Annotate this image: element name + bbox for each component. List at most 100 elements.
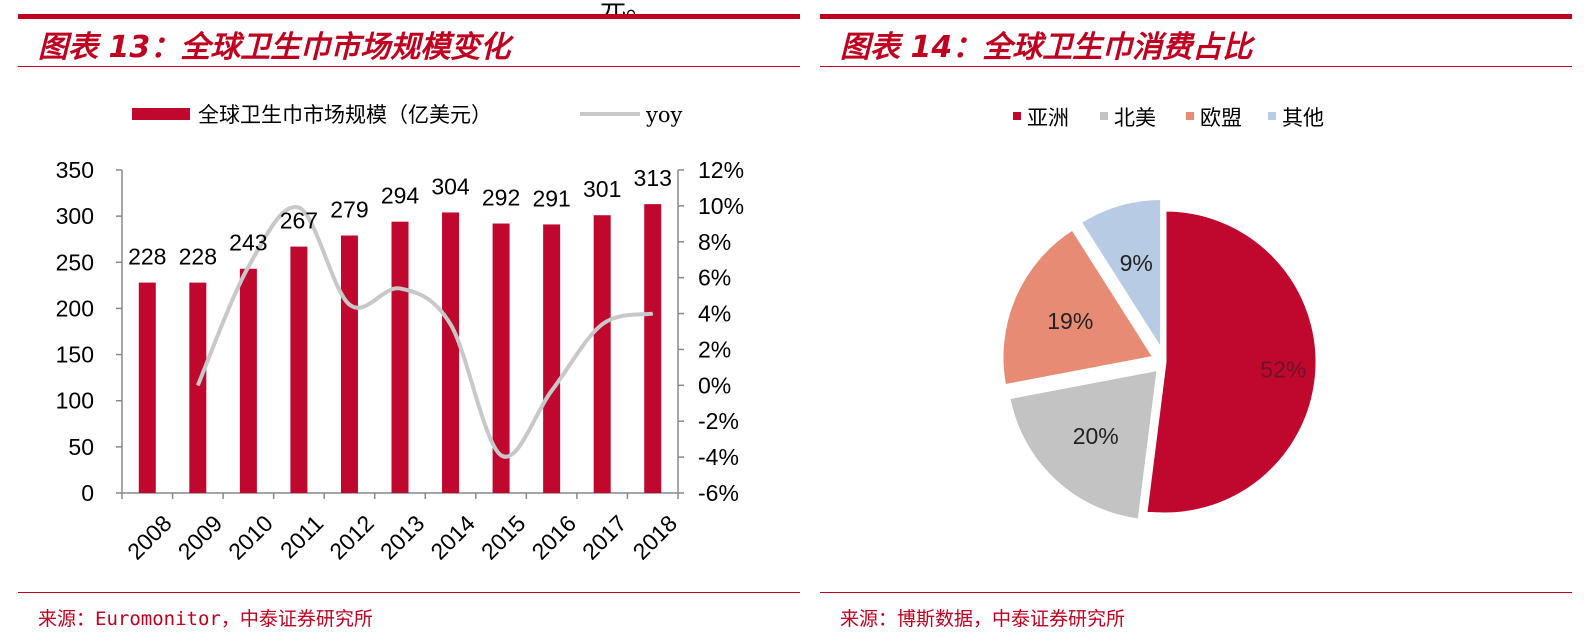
bar (442, 212, 460, 494)
figure-14-source: 来源：博斯数据，中泰证券研究所 (840, 608, 1126, 630)
bar (290, 246, 308, 493)
bar-data-label: 304 (431, 173, 470, 199)
x-tick-label: 2013 (375, 510, 430, 560)
yoy-line (195, 205, 654, 459)
x-tick-label: 2018 (628, 510, 683, 560)
pie-slice (1007, 367, 1160, 522)
legend-swatch (1186, 112, 1194, 120)
legend-label: 欧盟 (1200, 106, 1242, 130)
right-tick-label: 8% (698, 229, 731, 255)
bar (644, 204, 662, 493)
legend-swatch-bar (132, 108, 190, 120)
title-rule (18, 66, 800, 67)
bar-data-label: 291 (532, 185, 570, 211)
yoy-point (399, 287, 401, 289)
bar-data-label: 243 (229, 230, 267, 256)
x-tick-label: 2011 (275, 510, 328, 560)
right-tick-label: 2% (698, 336, 731, 362)
left-tick-label: 100 (56, 388, 94, 414)
figure-14-title: 图表 14：全球卫生巾消费占比 (840, 30, 1253, 65)
x-tick-label: 2008 (122, 510, 177, 560)
right-tick-label: -6% (698, 480, 739, 506)
yoy-series (195, 205, 654, 459)
pie-legend: 亚洲 北美 欧盟 其他 (1013, 106, 1324, 130)
yoy-point (197, 384, 199, 386)
bar-data-label: 313 (634, 165, 672, 191)
right-tick-label: -4% (698, 444, 739, 470)
bar (543, 224, 561, 493)
figure-13-title: 图表 13：全球卫生巾市场规模变化 (38, 30, 511, 65)
x-tick-label: 2017 (577, 510, 632, 560)
yoy-point (601, 323, 603, 325)
left-tick-label: 50 (68, 434, 94, 460)
legend-swatch (1100, 112, 1108, 120)
left-tick-label: 150 (56, 342, 94, 368)
bar-data-label: 301 (583, 176, 621, 202)
x-tick-label: 2016 (526, 510, 581, 560)
left-tick-label: 300 (56, 203, 94, 229)
bar-data-labels: 228 228 243 267 279 294 304 292 291 301 313 (128, 165, 672, 269)
left-tick-label: 250 (56, 249, 94, 275)
x-tick-label: 2012 (324, 510, 379, 560)
figure-13-panel: 图表 13：全球卫生巾市场规模变化 全球卫生巾市场规模（亿美元） yoy 0 50 1… (18, 14, 800, 630)
legend-label-bar: 全球卫生巾市场规模（亿美元） (198, 103, 492, 127)
market-size-chart: 全球卫生巾市场规模（亿美元） yoy 0 50 100 150 200 250 300 350 -… (56, 103, 744, 560)
title-rule (820, 66, 1572, 67)
bar-data-label: 267 (280, 208, 318, 234)
pie-slice (1078, 196, 1164, 356)
bar (239, 268, 257, 493)
bar-data-label: 228 (179, 244, 217, 270)
yoy-point (348, 304, 350, 306)
legend-label-line: yoy (645, 103, 683, 127)
consumption-share-chart: 亚洲 北美 欧盟 其他 52% 20% 19% 9% (1000, 106, 1324, 522)
bar (492, 223, 510, 494)
right-tick-label: -2% (698, 408, 739, 434)
right-tick-label: 6% (698, 265, 731, 291)
pie-value-labels: 52% 20% 19% 9% (1047, 250, 1306, 449)
bar (138, 282, 156, 493)
top-rule (18, 14, 800, 19)
pie-value-label: 9% (1120, 250, 1153, 276)
yoy-point (298, 207, 300, 209)
pie-slice (1144, 208, 1319, 516)
legend-label: 北美 (1114, 106, 1156, 130)
x-tick-label: 2014 (425, 510, 480, 560)
legend-label: 其他 (1282, 106, 1324, 130)
legend-swatch (1013, 112, 1021, 120)
yoy-point (652, 313, 654, 315)
right-tick-label: 4% (698, 301, 731, 327)
chart-legend: 全球卫生巾市场规模（亿美元） yoy (132, 103, 683, 127)
right-tick-label: 12% (698, 157, 744, 183)
x-tick-label: 2010 (223, 510, 278, 560)
bar-data-label: 294 (381, 183, 420, 209)
bar (189, 282, 207, 493)
bar-data-label: 279 (330, 197, 368, 223)
right-tick-label: 0% (698, 372, 731, 398)
bar-data-label: 292 (482, 185, 520, 211)
pie-slices (1000, 196, 1319, 522)
legend-label: 亚洲 (1027, 106, 1069, 130)
pie-value-label: 20% (1073, 423, 1119, 449)
bar (391, 221, 409, 493)
legend-swatch (1268, 112, 1276, 120)
figure-13-source: 来源：Euromonitor，中泰证券研究所 (38, 608, 373, 630)
yoy-point (450, 323, 452, 325)
yoy-point (551, 390, 553, 392)
pie-value-label: 19% (1047, 308, 1093, 334)
bar (593, 215, 611, 493)
pie-slice (1000, 226, 1157, 388)
pie-value-label: 52% (1260, 356, 1306, 382)
x-tick-label: 2009 (173, 510, 228, 560)
bar (340, 235, 358, 493)
left-tick-label: 350 (56, 157, 94, 183)
yoy-point (500, 454, 502, 456)
left-tick-label: 0 (81, 480, 94, 506)
yoy-point (247, 266, 249, 268)
x-tick-label: 2015 (476, 510, 531, 560)
top-rule (820, 14, 1572, 19)
left-tick-label: 200 (56, 295, 94, 321)
bar-data-label: 228 (128, 244, 166, 270)
bottom-rule (820, 592, 1572, 593)
figure-14-panel: 图表 14：全球卫生巾消费占比 亚洲 北美 欧盟 其他 52% 20% 19% 9% 来源：… (820, 0, 1590, 644)
bottom-rule (18, 592, 800, 593)
